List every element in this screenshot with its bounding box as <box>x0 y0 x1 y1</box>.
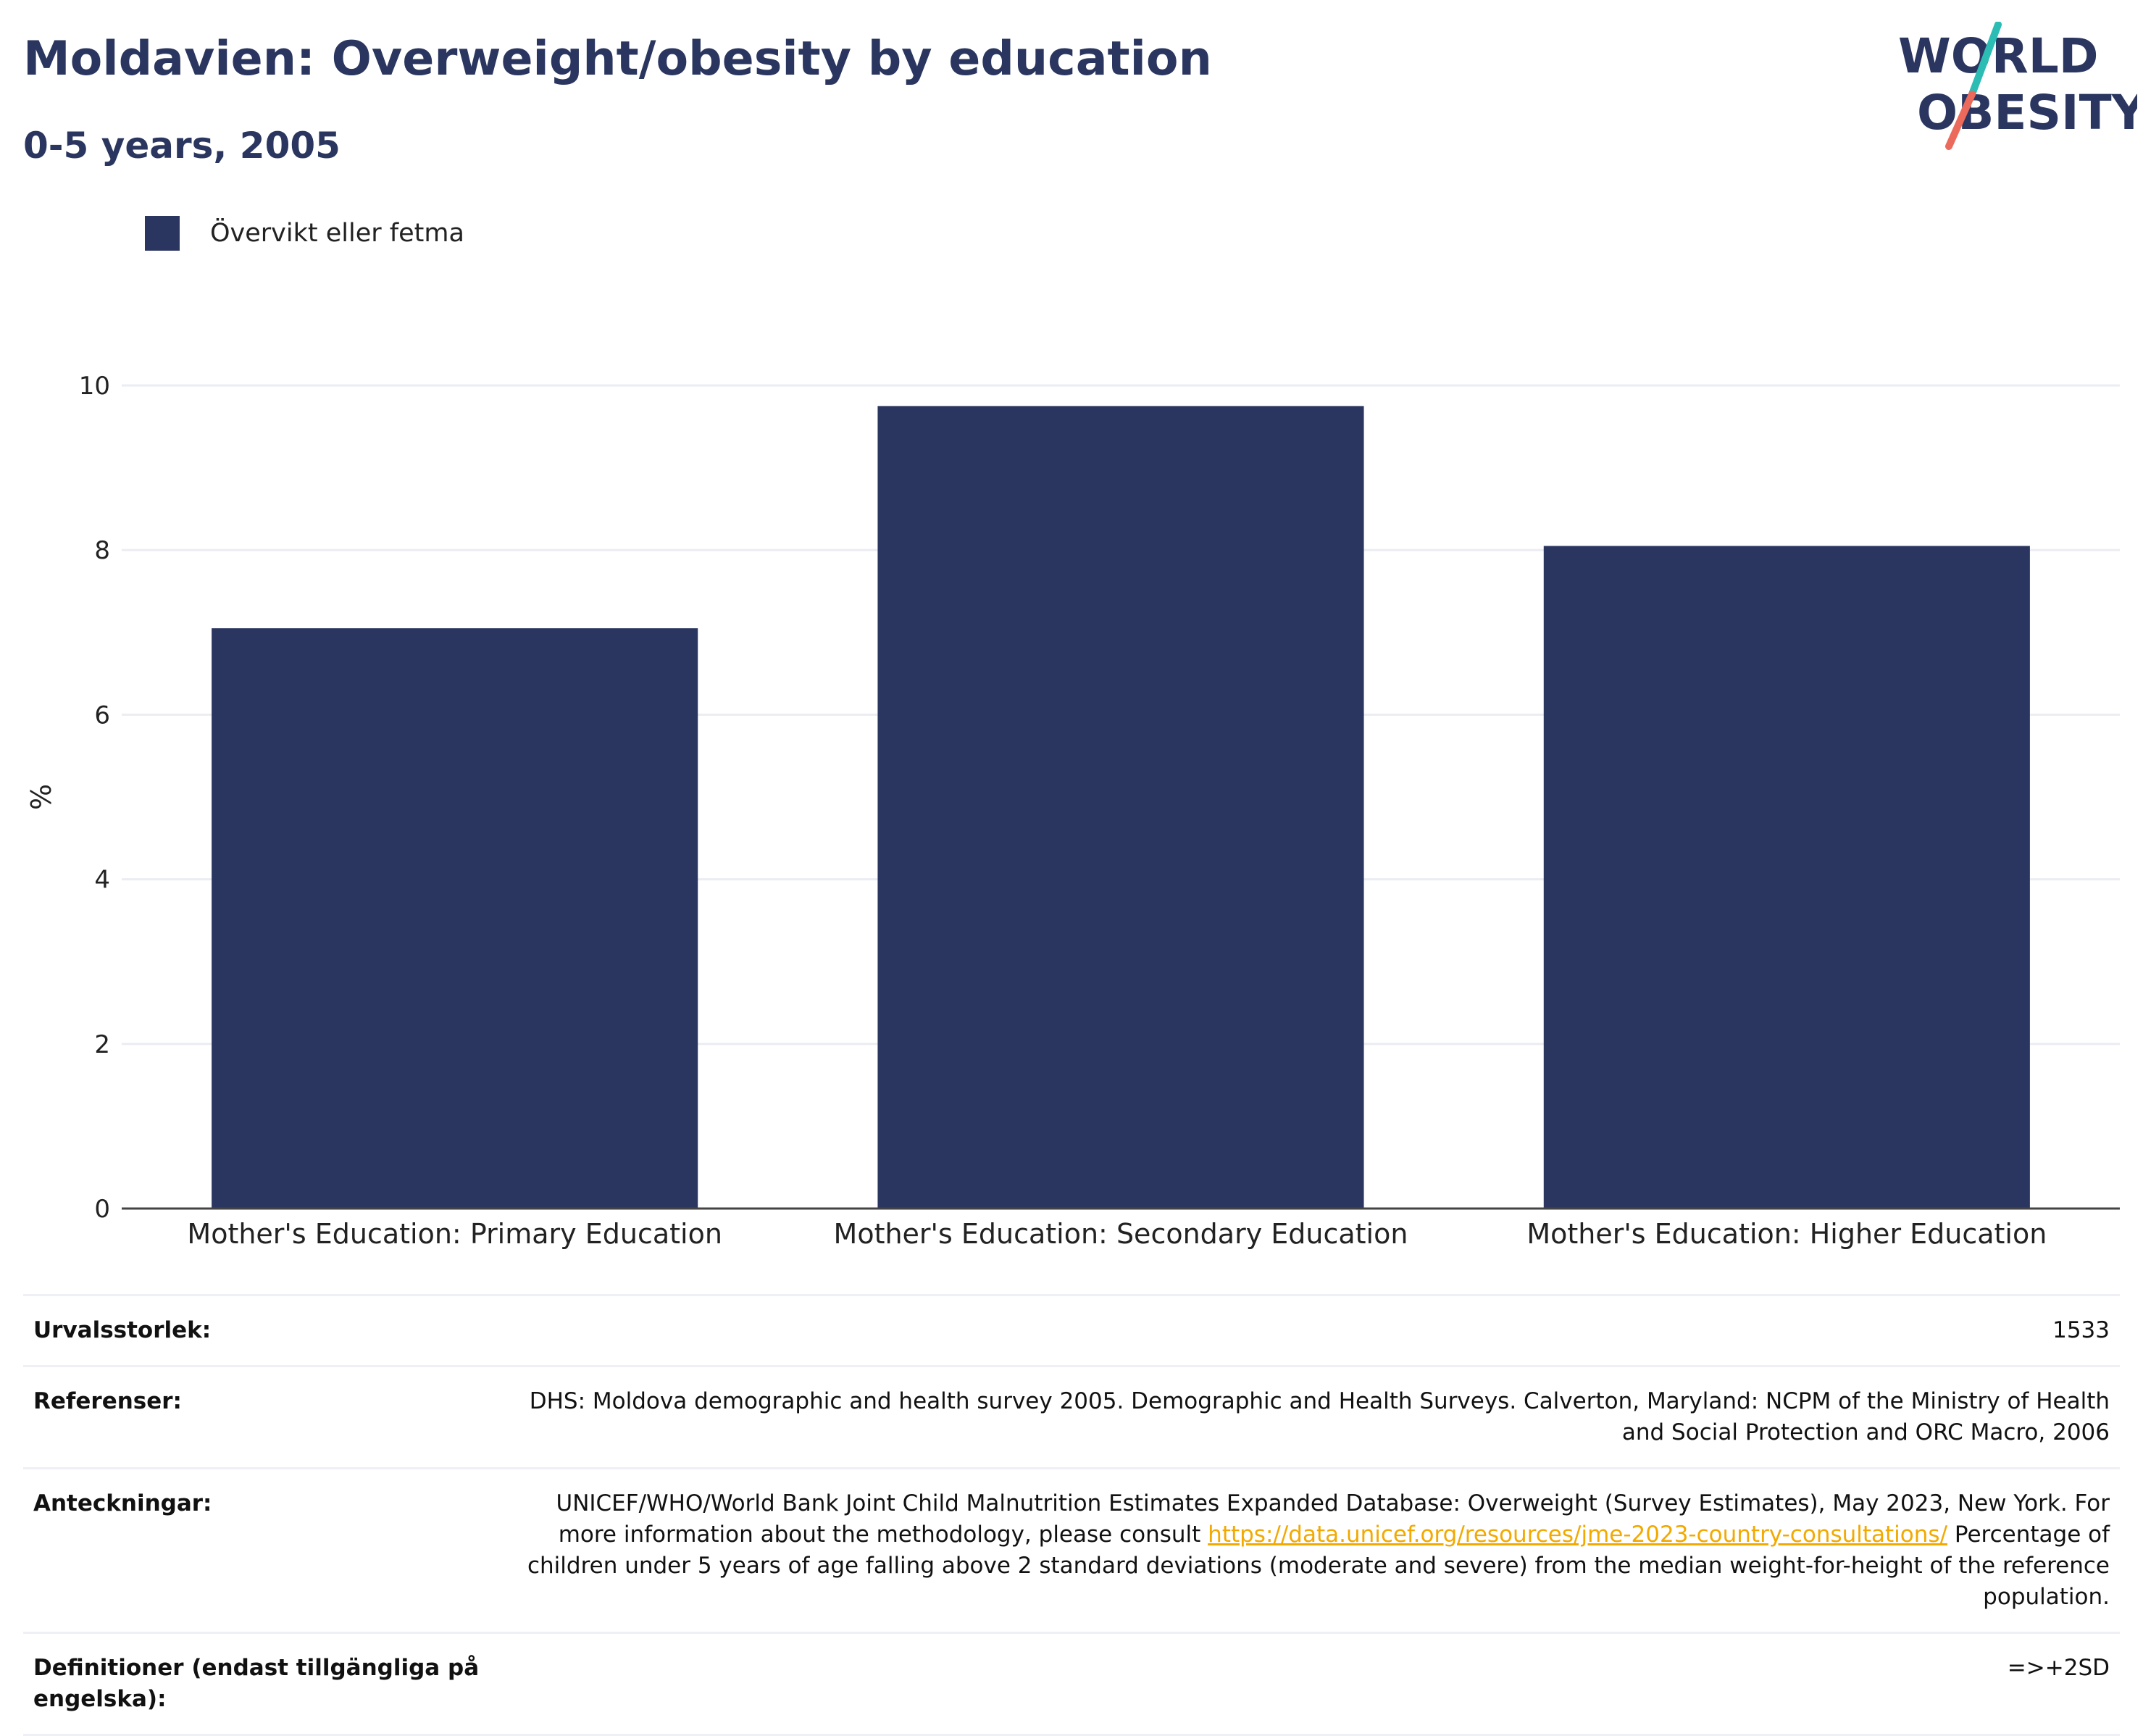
info-row-sample-size: Urvalsstorlek: 1533 <box>23 1294 2120 1365</box>
references-label: Referenser: <box>33 1388 182 1414</box>
sample-size-label: Urvalsstorlek: <box>33 1317 212 1343</box>
notes-label: Anteckningar: <box>33 1490 212 1516</box>
chart-title: Moldavien: Overweight/obesity by educati… <box>23 32 1212 86</box>
y-axis-title: % <box>25 784 57 810</box>
x-tick-label: Mother's Education: Higher Education <box>1526 1218 2047 1250</box>
legend-swatch <box>145 216 180 251</box>
references-value: DHS: Moldova demographic and health surv… <box>529 1388 2110 1445</box>
info-row-references: Referenser: DHS: Moldova demographic and… <box>23 1365 2120 1467</box>
info-table: Urvalsstorlek: 1533 Referenser: DHS: Mol… <box>23 1294 2120 1736</box>
x-tick-label: Mother's Education: Secondary Education <box>834 1218 1408 1250</box>
chart-legend[interactable]: Övervikt eller fetma <box>145 216 464 251</box>
y-tick-label: 2 <box>94 1030 110 1059</box>
info-row-definitions: Definitioner (endast tillgängliga på eng… <box>23 1632 2120 1736</box>
world-obesity-logo: WORLD OBESITY <box>1898 22 2137 150</box>
sample-size-value: 1533 <box>2052 1317 2110 1343</box>
legend-label: Övervikt eller fetma <box>210 219 464 248</box>
notes-text-after: Percentage of children under 5 years of … <box>527 1522 2110 1610</box>
notes-text-before: UNICEF/WHO/World Bank Joint Child Malnut… <box>556 1490 2110 1548</box>
y-tick-label: 6 <box>94 701 110 730</box>
y-tick-label: 4 <box>94 866 110 895</box>
notes-value: UNICEF/WHO/World Bank Joint Child Malnut… <box>516 1488 2110 1613</box>
logo-slash-teal <box>1968 22 2002 98</box>
bar <box>877 406 1364 1209</box>
methodology-link[interactable]: https://data.unicef.org/resources/jme-20… <box>1208 1522 1948 1548</box>
logo-text-world: WORLD <box>1898 28 2099 84</box>
y-tick-label: 0 <box>94 1195 110 1224</box>
x-tick-label: Mother's Education: Primary Education <box>187 1218 722 1250</box>
chart-subtitle: 0-5 years, 2005 <box>23 125 341 167</box>
y-tick-label: 10 <box>79 372 110 401</box>
bar-chart: 0 2 4 6 8 10 Mother's Education: Primary Educa… <box>25 372 2120 1250</box>
logo-slash-coral <box>1945 91 1976 150</box>
y-tick-label: 8 <box>94 536 110 565</box>
info-row-notes: Anteckningar: UNICEF/WHO/World Bank Join… <box>23 1467 2120 1632</box>
bar <box>212 628 698 1209</box>
bar <box>1543 546 2030 1209</box>
definitions-label: Definitioner (endast tillgängliga på eng… <box>33 1655 480 1712</box>
definitions-value: =>+2SD <box>2007 1655 2110 1681</box>
